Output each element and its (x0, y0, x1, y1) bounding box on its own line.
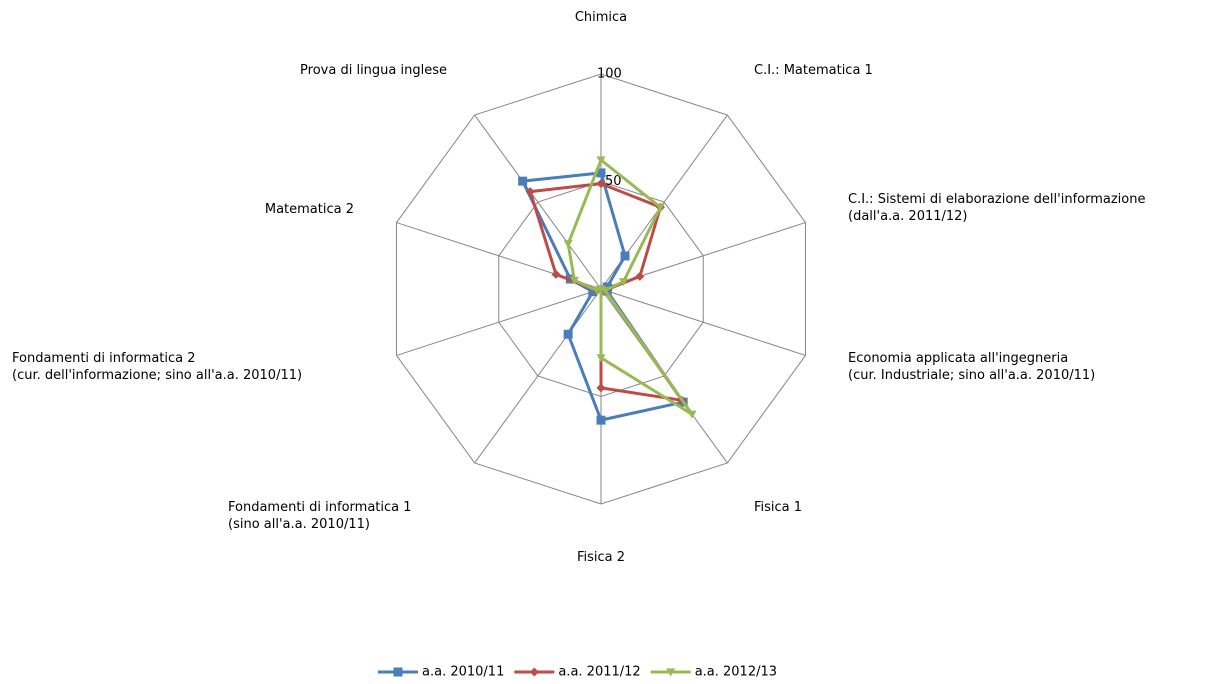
category-label: Prova di lingua inglese (300, 63, 447, 78)
marker (529, 667, 539, 677)
marker (596, 354, 606, 363)
marker (596, 383, 606, 393)
category-label: Fisica 1 (754, 500, 803, 515)
marker (551, 269, 561, 279)
marker (518, 176, 528, 186)
legend-label: a.a. 2012/13 (695, 665, 777, 680)
marker (687, 410, 697, 419)
grid-ring (396, 73, 806, 505)
marker (596, 179, 606, 189)
marker (569, 276, 579, 285)
grid-ring (498, 180, 704, 398)
marker (592, 286, 602, 295)
category-label: Fondamenti di informatica 2 (cur. dell'i… (12, 351, 303, 383)
marker (666, 668, 676, 677)
series-line (566, 158, 694, 416)
marker (393, 667, 403, 677)
marker (596, 415, 606, 425)
marker (525, 187, 535, 197)
category-label: Economia applicata all'ingegneria (cur. … (848, 351, 1096, 383)
marker (655, 203, 665, 212)
r-tick-label: 100 (597, 67, 622, 82)
category-label: Chimica (574, 10, 628, 25)
marker (563, 329, 573, 339)
r-tick-label: 50 (605, 174, 622, 189)
category-label: Fondamenti di informatica 1 (sino all'a.… (228, 500, 412, 532)
category-label: C.I.: Matematica 1 (754, 63, 873, 78)
category-label: Matematica 2 (264, 202, 354, 217)
marker (635, 271, 645, 281)
legend-label: a.a. 2010/11 (422, 665, 504, 680)
marker (596, 168, 606, 178)
category-label: C.I.: Sistemi di elaborazione dell'infor… (848, 192, 1146, 224)
category-label: Fisica 2 (576, 550, 626, 565)
marker (563, 240, 573, 249)
marker (620, 251, 630, 261)
marker (596, 156, 606, 165)
marker (618, 278, 628, 287)
legend-label: a.a. 2011/12 (558, 665, 640, 680)
marker (588, 287, 598, 297)
